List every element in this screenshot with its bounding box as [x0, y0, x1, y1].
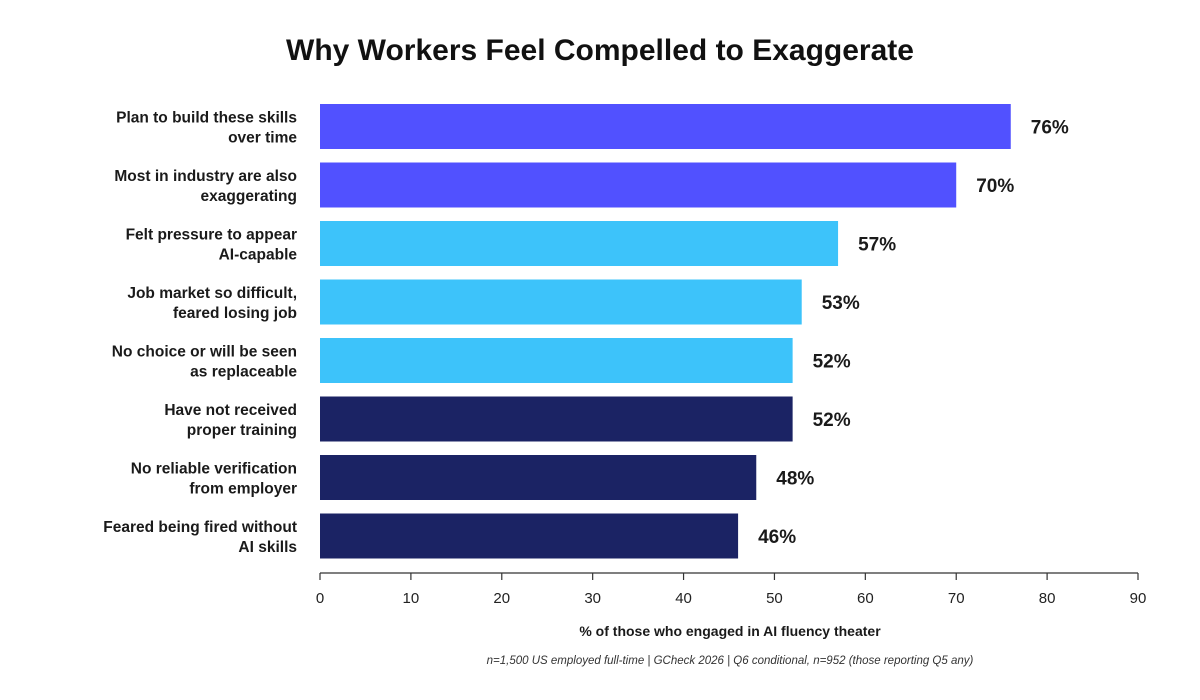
bar-2	[320, 162, 957, 208]
value-label-4: 53%	[822, 293, 860, 314]
x-tick-label-50: 50	[766, 590, 783, 607]
bar-3	[320, 221, 839, 266]
x-tick-label-40: 40	[675, 590, 692, 607]
x-tick-label-60: 60	[857, 590, 874, 607]
category-label-4: Job market so difficult, feared losing jo…	[127, 285, 297, 322]
bar-5	[320, 338, 793, 383]
x-ticks-group: 0 10 20 30 40 50 60 70 80 90	[316, 573, 1147, 607]
value-labels-group: 76% 70% 57% 53% 52% 52% 48% 46%	[758, 118, 1069, 549]
category-label-8: Feared being fired without AI skills	[103, 519, 297, 556]
value-label-2: 70%	[976, 176, 1014, 197]
x-tick-label-70: 70	[948, 590, 965, 607]
bars-group	[320, 104, 1011, 559]
category-label-6: Have not received proper training	[164, 402, 297, 439]
x-tick-label-0: 0	[316, 590, 324, 607]
x-tick-label-80: 80	[1039, 590, 1056, 607]
bar-1	[320, 104, 1011, 149]
chart-title: Why Workers Feel Compelled to Exaggerate	[286, 34, 914, 67]
category-labels-group: Plan to build these skills over time Most …	[103, 110, 297, 557]
category-label-7: No reliable verification from employer	[131, 461, 297, 498]
value-label-7: 48%	[776, 469, 814, 490]
x-tick-label-30: 30	[584, 590, 601, 607]
value-label-5: 52%	[813, 352, 851, 373]
bar-8	[320, 513, 739, 559]
bar-7	[320, 455, 757, 500]
value-label-3: 57%	[858, 235, 896, 256]
value-label-8: 46%	[758, 527, 796, 548]
category-label-3: Felt pressure to appear AI-capable	[126, 227, 298, 264]
chart-footnote: n=1,500 US employed full-time | GCheck 2…	[487, 655, 974, 667]
bar-6	[320, 396, 793, 442]
x-tick-label-10: 10	[403, 590, 420, 607]
category-label-5: No choice or will be seen as replaceable	[112, 344, 298, 381]
x-axis-title: % of those who engaged in AI fluency the…	[579, 623, 881, 639]
category-label-2: Most in industry are also exaggerating	[114, 168, 297, 205]
category-label-1: Plan to build these skills over time	[116, 110, 297, 147]
value-label-1: 76%	[1031, 118, 1069, 139]
x-tick-label-20: 20	[493, 590, 510, 607]
bar-4	[320, 279, 802, 325]
x-tick-label-90: 90	[1130, 590, 1147, 607]
value-label-6: 52%	[813, 410, 851, 431]
